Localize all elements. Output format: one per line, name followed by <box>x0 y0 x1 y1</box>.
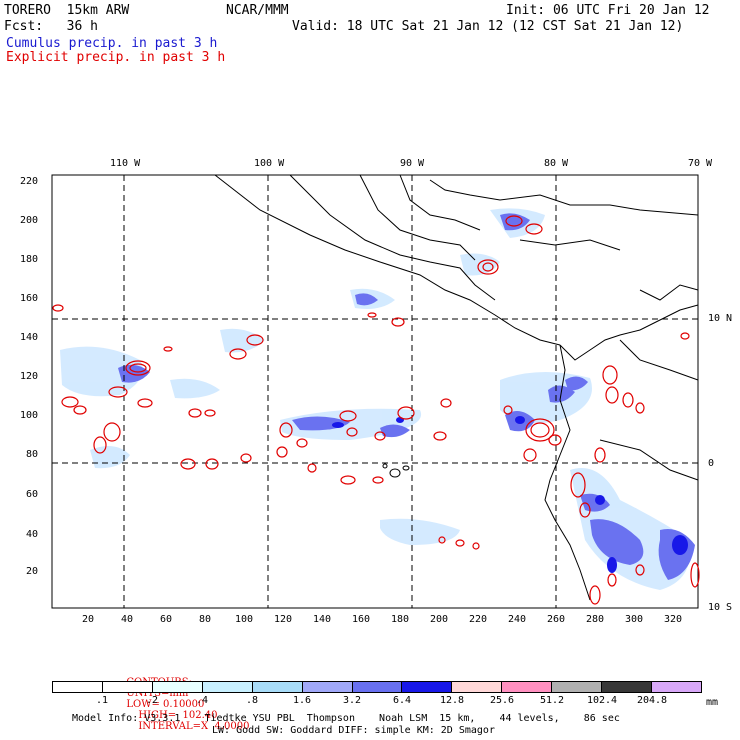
legend-cumulus: Cumulus precip. in past 3 h <box>6 36 218 51</box>
legend-explicit: Explicit precip. in past 3 h <box>6 50 226 65</box>
cumulus-precip-cores <box>118 213 695 580</box>
contour-units: UNITS=mm <box>126 688 189 699</box>
x-tick: 40 <box>121 614 134 625</box>
valid-time: Valid: 18 UTC Sat 21 Jan 12 (12 CST Sat … <box>292 19 684 34</box>
colorbar-segment <box>402 682 453 692</box>
colorbar-unit: mm <box>706 697 719 708</box>
colorbar-segment <box>152 682 203 692</box>
lon-label-90w: 90 W <box>400 158 425 169</box>
x-tick: 100 <box>235 614 254 625</box>
y-tick: 100 <box>20 410 39 421</box>
y-tick: 140 <box>20 332 39 343</box>
lon-label-70w: 70 W <box>688 158 713 169</box>
contour-interval: INTERVAL=X 4.0000 <box>138 721 250 732</box>
contour-high: HIGH= 102.40 <box>138 710 218 721</box>
colorbar-segment <box>602 682 653 692</box>
y-tick: 120 <box>20 371 39 382</box>
colorbar-segment <box>452 682 503 692</box>
colorbar-label: .2 <box>145 695 159 706</box>
contour-low: LOW= 0.10000 <box>126 699 205 710</box>
galapagos-islands <box>382 463 410 478</box>
y-tick: 200 <box>20 215 39 226</box>
init-time: Init: 06 UTC Fri 20 Jan 12 <box>506 3 710 18</box>
colorbar-label: .4 <box>195 695 209 706</box>
x-tick: 60 <box>160 614 173 625</box>
lonlat-grid <box>52 175 698 608</box>
y-tick: 20 <box>26 566 39 577</box>
colorbar-segment <box>252 682 303 692</box>
colorbar-segment <box>53 682 103 692</box>
x-tick: 240 <box>508 614 527 625</box>
x-tick: 280 <box>586 614 605 625</box>
x-tick: 20 <box>82 614 95 625</box>
cumulus-intense-cores <box>332 416 688 573</box>
precip-colorbar <box>52 681 702 693</box>
y-tick: 40 <box>26 529 39 540</box>
explicit-precip-contours <box>52 215 700 605</box>
lon-label-110w: 110 W <box>110 158 141 169</box>
colorbar-label: 102.4 <box>586 695 618 706</box>
coastlines <box>214 174 699 601</box>
model-info: Model Info: V3.3.1 Tiedtke YSU PBL Thomp… <box>72 713 620 724</box>
lon-label-80w: 80 W <box>544 158 569 169</box>
colorbar-label: 51.2 <box>539 695 565 706</box>
x-tick: 80 <box>199 614 212 625</box>
y-tick: 180 <box>20 254 39 265</box>
y-tick: 60 <box>26 489 39 500</box>
x-tick: 140 <box>313 614 332 625</box>
colorbar-label: .8 <box>245 695 259 706</box>
colorbar-label: 3.2 <box>342 695 362 706</box>
colorbar-label: 12.8 <box>439 695 465 706</box>
colorbar-segment <box>502 682 553 692</box>
organization-label: NCAR/MMM <box>226 3 289 18</box>
colorbar-label: 1.6 <box>292 695 312 706</box>
x-tick: 120 <box>274 614 293 625</box>
x-tick: 200 <box>430 614 449 625</box>
lat-label-10n: 10 N <box>708 313 733 324</box>
colorbar-label: 25.6 <box>489 695 515 706</box>
lat-label-0: 0 <box>708 458 715 469</box>
physics-info: LW: Godd SW: Goddard DIFF: simple KM: 2D… <box>212 725 495 736</box>
lat-label-10s: 10 S <box>708 602 733 613</box>
colorbar-segment <box>552 682 603 692</box>
model-title: TORERO 15km ARW <box>4 3 130 18</box>
y-tick: 160 <box>20 293 39 304</box>
x-tick: 160 <box>352 614 371 625</box>
forecast-hour: Fcst: 36 h <box>4 19 98 34</box>
x-tick: 220 <box>469 614 488 625</box>
x-tick: 260 <box>547 614 566 625</box>
colorbar-segment <box>202 682 253 692</box>
x-tick: 320 <box>664 614 683 625</box>
colorbar-label: .1 <box>95 695 109 706</box>
x-tick: 180 <box>391 614 410 625</box>
y-tick: 80 <box>26 449 39 460</box>
colorbar-label: 204.8 <box>636 695 668 706</box>
colorbar-segment <box>352 682 403 692</box>
colorbar-segment <box>102 682 153 692</box>
y-tick: 220 <box>20 176 39 187</box>
colorbar-labels: .1 .2 .4 .8 1.6 3.2 6.4 12.8 25.6 51.2 102.4 204.8 <box>52 695 702 707</box>
lon-label-100w: 100 W <box>254 158 285 169</box>
x-tick: 300 <box>625 614 644 625</box>
colorbar-segment <box>652 682 701 692</box>
colorbar-segment <box>302 682 353 692</box>
colorbar-label: 6.4 <box>392 695 412 706</box>
